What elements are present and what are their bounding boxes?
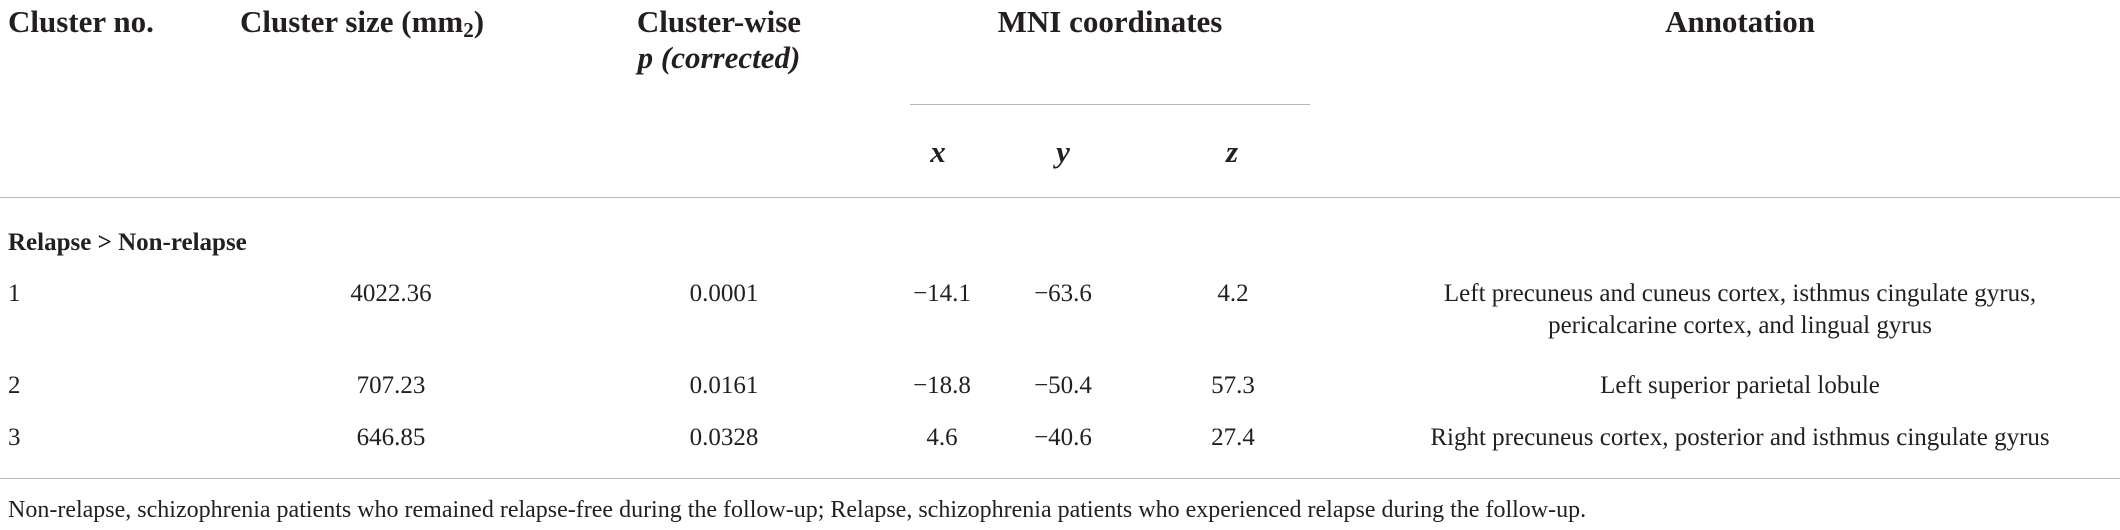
header-annotation: Annotation [1665,4,1815,39]
cell-p-value: 0.0001 [689,280,759,307]
cell-x: −14.1 [913,280,971,307]
header-cluster-wise-line2: p (corrected) [637,40,801,75]
header-cluster-size-subscript: 2 [463,18,474,42]
cell-annotation: Left superior parietal lobule [1600,372,1880,399]
section-label: Relapse > Non-relapse [8,229,247,256]
header-cluster-size-text: Cluster size (mm [240,4,464,39]
cell-annotation: Right precuneus cortex, posterior and is… [1430,424,2050,451]
header-cluster-no: Cluster no. [8,4,154,39]
header-cluster-wise-line1: Cluster-wise [636,4,802,39]
cell-y: −40.6 [1034,424,1092,451]
table-bottom-rule [0,478,2120,479]
table-footnote: Non-relapse, schizophrenia patients who … [8,497,1587,523]
cell-cluster-no: 3 [8,424,21,451]
cell-cluster-no: 2 [8,372,21,399]
cell-y: −50.4 [1034,372,1092,399]
cell-annotation-line1: Left precuneus and cuneus cortex, isthmu… [1443,280,2037,307]
header-mni-coordinates: MNI coordinates [997,4,1223,39]
cell-p-value: 0.0328 [689,424,759,451]
mni-header-rule [910,104,1310,105]
header-cluster-size-close: ) [473,4,485,39]
header-z: z [1225,134,1239,169]
header-bottom-rule [0,197,2120,198]
cell-cluster-no: 1 [8,280,21,307]
cell-y: −63.6 [1034,280,1092,307]
cell-annotation-line2: pericalcarine cortex, and lingual gyrus [1548,312,1932,339]
header-cluster-size: Cluster size (mm2) [240,4,485,42]
header-cluster-wise: Cluster-wise p (corrected) [637,4,801,76]
cell-z: 4.2 [1217,280,1249,307]
cell-cluster-size: 707.23 [356,372,426,399]
cell-x: −18.8 [913,372,971,399]
cell-cluster-size: 646.85 [356,424,426,451]
cell-p-value: 0.0161 [689,372,759,399]
header-y: y [1056,134,1070,169]
cell-annotation: Left precuneus and cuneus cortex, isthmu… [1444,278,2036,342]
cell-cluster-size: 4022.36 [350,280,432,307]
cell-x: 4.6 [926,424,958,451]
header-x: x [930,134,946,169]
cell-z: 57.3 [1211,372,1255,399]
cell-z: 27.4 [1211,424,1255,451]
